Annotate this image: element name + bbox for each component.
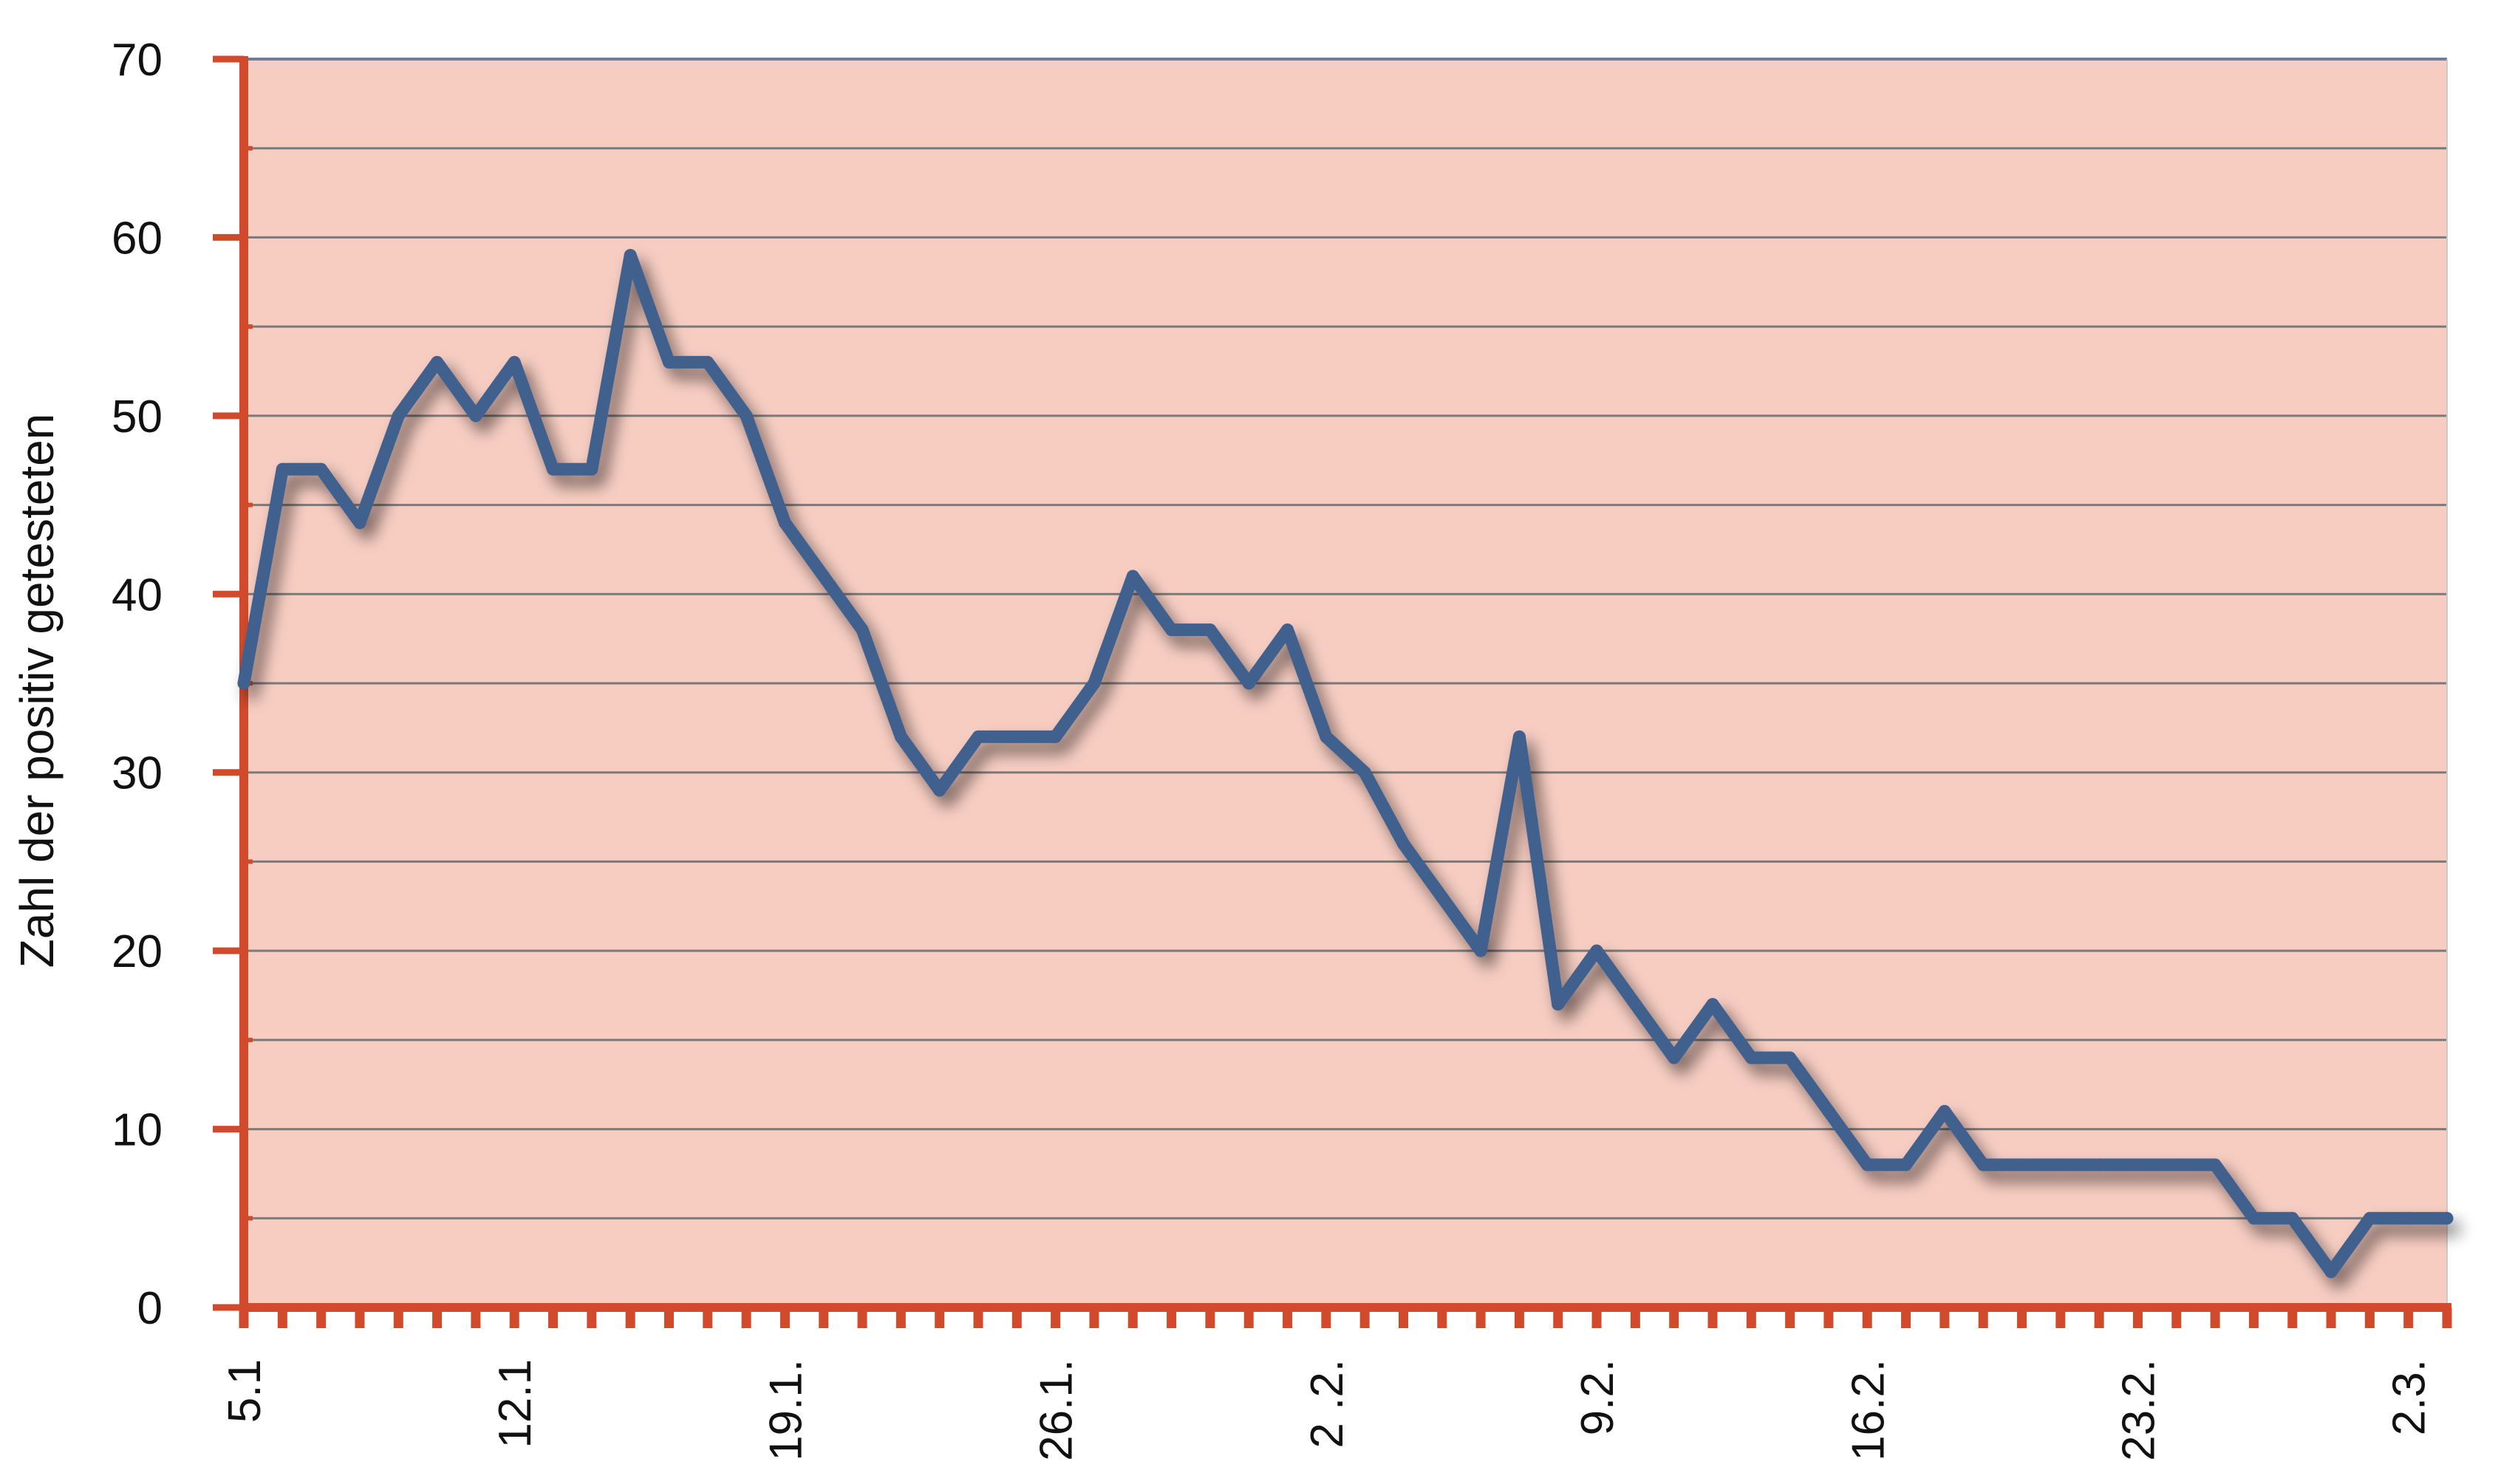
data-point [1474, 944, 1487, 957]
data-point [276, 462, 289, 476]
data-point [933, 784, 946, 797]
data-point [972, 730, 985, 743]
y-tick-label: 20 [112, 926, 163, 977]
data-point [2092, 1158, 2106, 1172]
data-point [431, 355, 444, 369]
x-tick-label: 26.1. [1031, 1359, 1082, 1461]
y-tick-label: 60 [112, 213, 163, 264]
data-point [315, 462, 328, 476]
data-point [701, 355, 714, 369]
data-point [2208, 1158, 2222, 1172]
y-tick-label: 10 [112, 1105, 163, 1156]
x-tick-label: 2 .2. [1302, 1359, 1353, 1449]
data-point [1784, 1051, 1797, 1064]
data-point [740, 409, 753, 423]
data-point [778, 516, 791, 530]
data-point [1204, 623, 1217, 637]
data-point [1088, 677, 1101, 690]
data-point [1860, 1158, 1874, 1172]
data-point [2054, 1158, 2067, 1172]
y-tick-label: 0 [137, 1283, 163, 1334]
data-point [2402, 1211, 2415, 1225]
data-point [2363, 1211, 2376, 1225]
x-tick-label: 9.2. [1572, 1359, 1623, 1435]
data-point [624, 249, 637, 262]
data-point [856, 623, 869, 637]
data-point [237, 677, 250, 690]
data-point [1822, 1104, 1835, 1118]
data-point [547, 462, 560, 476]
y-tick-label: 70 [112, 35, 163, 86]
data-point [894, 730, 907, 743]
data-point [2016, 1158, 2029, 1172]
data-point [2324, 1265, 2338, 1279]
data-point [1668, 1051, 1681, 1064]
x-tick-label: 23.2. [2113, 1359, 2164, 1461]
y-tick-label: 50 [112, 391, 163, 442]
data-point [1165, 623, 1178, 637]
data-point [1358, 766, 1371, 779]
data-point [1900, 1158, 1913, 1172]
data-point [662, 355, 675, 369]
x-tick-label: 19.1. [760, 1359, 811, 1461]
data-point [469, 409, 482, 423]
data-point [1010, 730, 1023, 743]
data-point [1512, 730, 1526, 743]
data-point [817, 570, 830, 583]
data-point [1126, 570, 1139, 583]
data-point [1552, 998, 1565, 1011]
data-point [1281, 623, 1294, 637]
data-point [1744, 1051, 1758, 1064]
data-point [1938, 1104, 1951, 1118]
data-point [1706, 998, 1719, 1011]
data-point [1242, 677, 1255, 690]
data-point [2247, 1211, 2260, 1225]
data-point [1590, 944, 1603, 957]
data-point [353, 516, 366, 530]
data-point [1436, 891, 1449, 904]
x-tick-label: 16.2. [1843, 1359, 1894, 1461]
data-point [1049, 730, 1062, 743]
x-tick-label: 12.1 [490, 1359, 541, 1449]
data-point [1628, 998, 1642, 1011]
x-tick-label: 2.3. [2384, 1359, 2435, 1435]
data-point [2170, 1158, 2183, 1172]
y-tick-label: 40 [112, 570, 163, 620]
data-point [1396, 837, 1410, 850]
y-tick-label: 30 [112, 748, 163, 799]
data-point [508, 355, 521, 369]
data-point [585, 462, 598, 476]
x-tick-label: 5.1 [219, 1359, 270, 1423]
data-point [2440, 1211, 2454, 1225]
data-point [2286, 1211, 2299, 1225]
data-point [2131, 1158, 2144, 1172]
y-axis-label: Zahl der positiv getesteten [10, 414, 64, 968]
series-line [237, 249, 2454, 1279]
data-point [1320, 730, 1333, 743]
data-point [392, 409, 405, 423]
data-point [1976, 1158, 1990, 1172]
